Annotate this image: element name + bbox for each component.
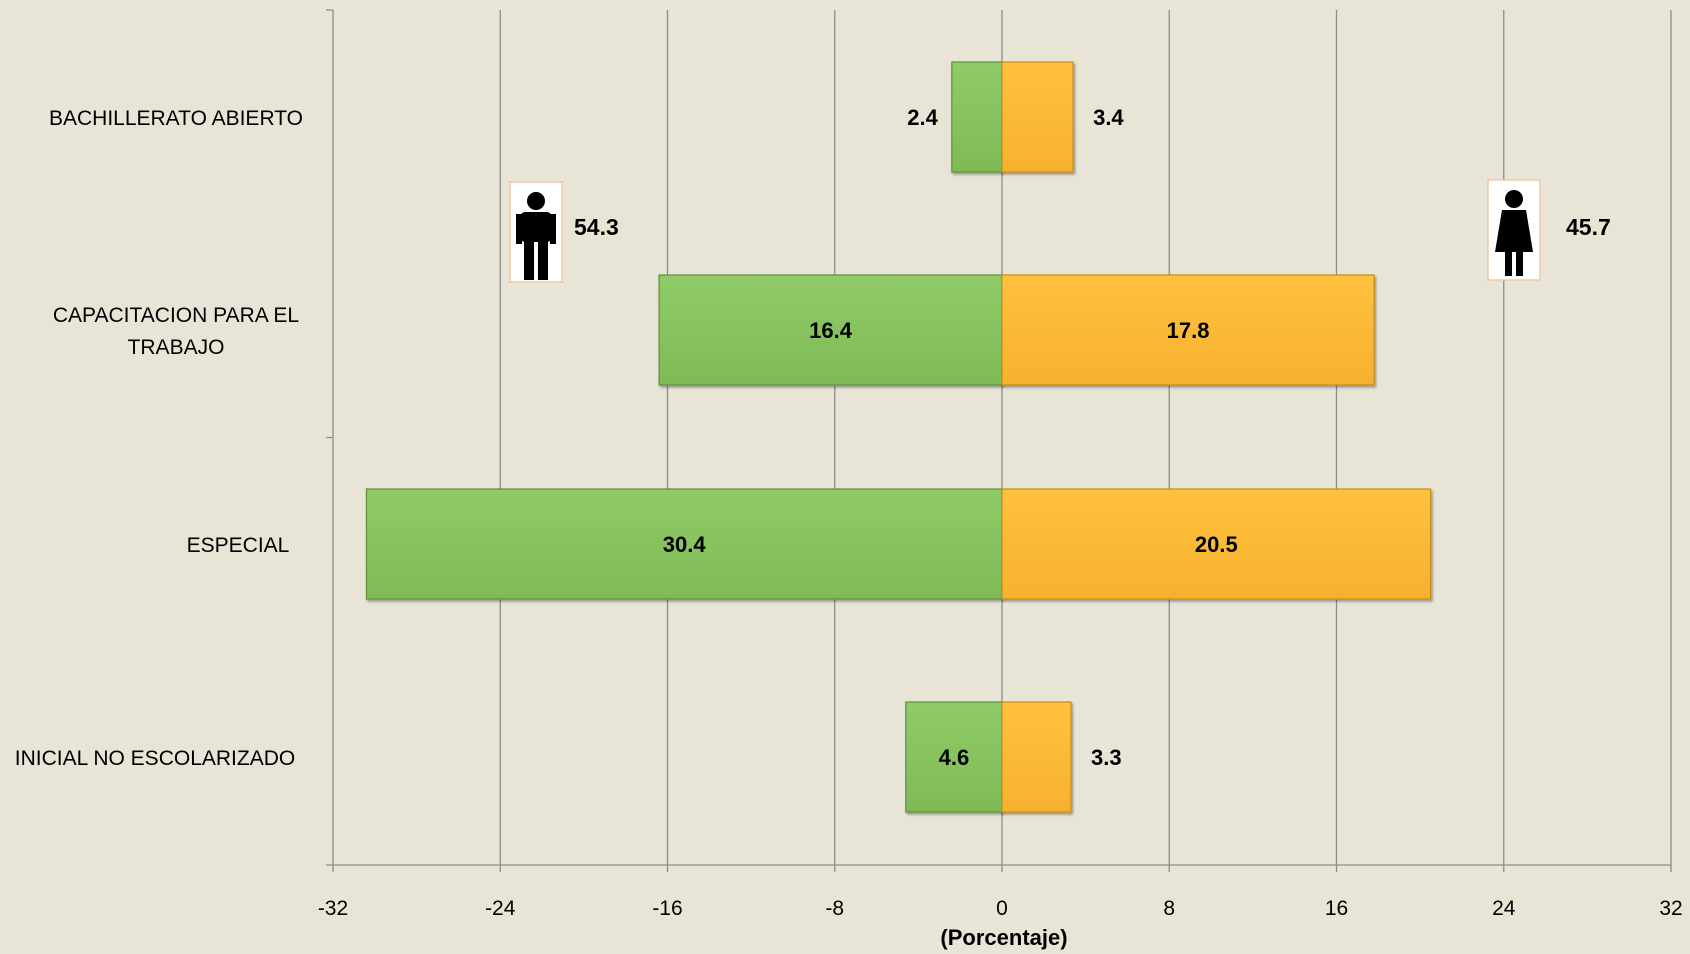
- x-tick-label: -8: [825, 897, 844, 920]
- x-tick-label: 24: [1492, 897, 1516, 920]
- x-tick-label: -16: [652, 897, 682, 920]
- woman-icon: [1487, 179, 1541, 281]
- category-label: ESPECIAL: [187, 534, 290, 557]
- total-label-mujeres: 45.7: [1566, 214, 1611, 240]
- axes: -32 -24 -16 -8 0 8 16 24 32: [318, 9, 1683, 920]
- data-label-mujeres: 3.3: [1091, 745, 1122, 770]
- x-axis-title: (Porcentaje): [940, 925, 1067, 950]
- data-label-hombres: 30.4: [663, 532, 707, 557]
- bar-hombres: [365, 488, 1003, 600]
- bar-mujeres: [1001, 701, 1072, 813]
- data-label-mujeres: 3.4: [1093, 105, 1124, 130]
- labels: BACHILLERATO ABIERTO CAPACITACION PARA EL…: [15, 105, 1238, 770]
- gridlines: [499, 10, 1672, 865]
- data-label-hombres: 16.4: [809, 318, 853, 343]
- x-tick-label: 32: [1659, 897, 1682, 920]
- legend-icons: 54.3 45.7: [509, 179, 1611, 283]
- bar-hombres: [658, 274, 1003, 386]
- x-tick-label: -24: [485, 897, 516, 920]
- x-tick-label: 8: [1163, 897, 1175, 920]
- bars: [365, 61, 1432, 813]
- category-label: CAPACITACION PARA EL TRABAJO: [53, 304, 299, 359]
- man-icon: [509, 181, 563, 283]
- bar-mujeres: [1001, 488, 1432, 600]
- data-label-hombres: 2.4: [907, 105, 938, 130]
- bar-hombres: [951, 61, 1003, 173]
- x-tick-label: 16: [1325, 897, 1348, 920]
- bar-mujeres: [1001, 274, 1375, 386]
- data-label-mujeres: 17.8: [1167, 318, 1210, 343]
- data-label-mujeres: 20.5: [1195, 532, 1238, 557]
- category-label: BACHILLERATO ABIERTO: [49, 107, 303, 130]
- x-tick-label: -32: [318, 897, 348, 920]
- bar-mujeres: [1001, 61, 1074, 173]
- bar-hombres: [905, 701, 1003, 813]
- total-label-hombres: 54.3: [574, 214, 619, 240]
- x-tick-label: 0: [996, 897, 1008, 920]
- category-label: INICIAL NO ESCOLARIZADO: [15, 747, 295, 770]
- data-label-hombres: 4.6: [939, 745, 970, 770]
